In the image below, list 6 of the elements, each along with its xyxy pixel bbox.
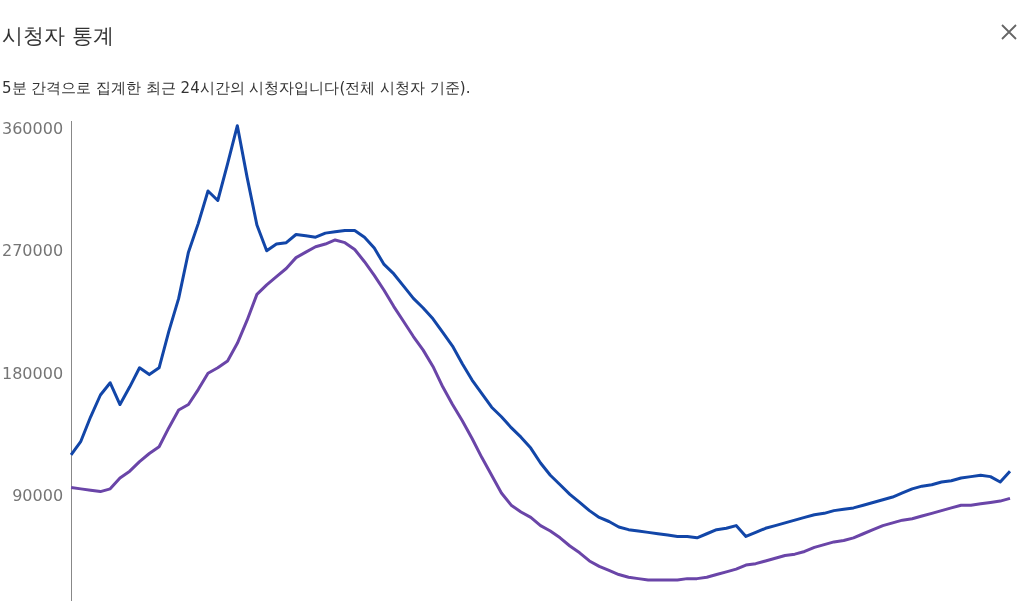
chart-subtitle: 5분 간격으로 집계한 최근 24시간의 시청자입니다(전체 시청자 기준).	[2, 79, 471, 98]
y-tick-label: 270000	[2, 241, 64, 261]
y-tick-label: 360000	[2, 118, 64, 138]
chart-title: 시청자 통계	[2, 23, 114, 50]
y-tick-label: 180000	[2, 363, 64, 383]
y-tick-label: 90000	[12, 486, 64, 506]
